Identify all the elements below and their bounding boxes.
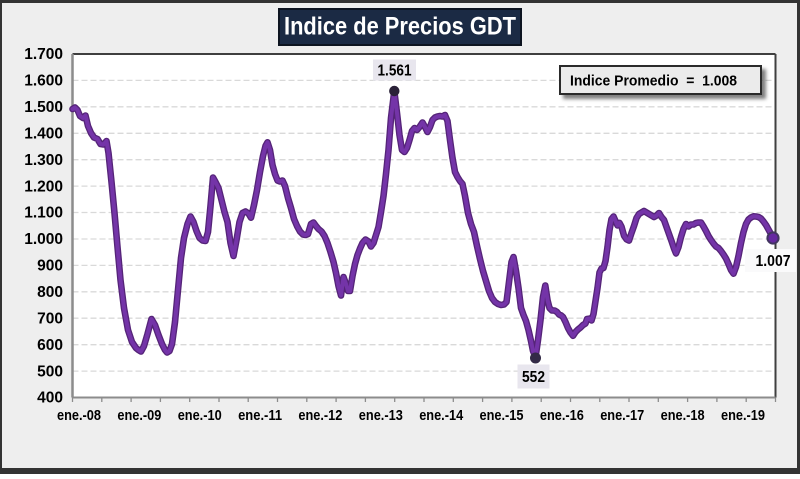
svg-text:1.200: 1.200 [24,178,63,195]
svg-text:800: 800 [37,284,63,301]
svg-text:ene.-17: ene.-17 [600,407,644,424]
svg-text:1.600: 1.600 [24,73,63,90]
svg-text:ene.-19: ene.-19 [721,407,765,424]
svg-text:ene.-12: ene.-12 [298,407,342,424]
svg-text:900: 900 [37,258,63,275]
svg-text:1.100: 1.100 [24,205,63,222]
svg-text:400: 400 [37,390,63,407]
svg-text:Indice de Precios GDT: Indice de Precios GDT [284,13,516,41]
svg-text:ene.-11: ene.-11 [238,407,282,424]
svg-text:1.400: 1.400 [24,126,63,143]
svg-text:1.700: 1.700 [24,46,63,63]
svg-text:ene.-14: ene.-14 [419,407,464,424]
svg-text:1.000: 1.000 [24,231,63,248]
svg-text:500: 500 [37,363,63,380]
svg-text:700: 700 [37,310,63,327]
svg-text:1.300: 1.300 [24,152,63,169]
svg-text:ene.-13: ene.-13 [359,407,403,424]
svg-text:ene.-09: ene.-09 [117,407,161,424]
svg-text:600: 600 [37,337,63,354]
svg-text:1.500: 1.500 [24,99,63,116]
svg-text:1.561: 1.561 [378,63,412,80]
svg-text:1.007: 1.007 [756,253,791,270]
svg-text:Indice Promedio = 1.008: Indice Promedio = 1.008 [570,74,737,90]
svg-text:ene.-16: ene.-16 [540,407,584,424]
svg-text:ene.-08: ene.-08 [57,407,101,424]
svg-text:ene.-10: ene.-10 [178,407,222,424]
svg-text:ene.-18: ene.-18 [661,407,705,424]
svg-text:552: 552 [522,369,545,386]
svg-text:ene.-15: ene.-15 [480,407,524,424]
